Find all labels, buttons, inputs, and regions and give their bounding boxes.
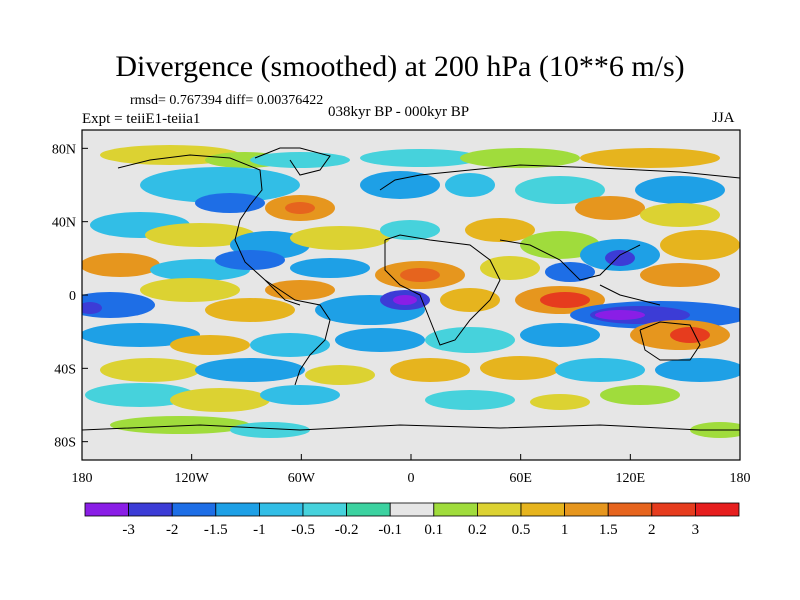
lat-tick-label: 80N xyxy=(52,142,76,157)
season-label: JJA xyxy=(712,110,735,126)
colorbar-label: 0.2 xyxy=(468,522,487,538)
lon-tick-label: 60E xyxy=(509,471,532,486)
colorbar-label: -1 xyxy=(253,522,266,538)
plot-title: Divergence (smoothed) at 200 hPa (10**6 … xyxy=(115,50,685,83)
lon-tick-label: 0 xyxy=(408,471,415,486)
colorbar-swatch xyxy=(215,502,260,517)
colorbar-label: -2 xyxy=(166,522,179,538)
colorbar-label: -0.5 xyxy=(291,522,315,538)
longitude-ticks: 180 120W 60W 0 60E 120E 180 xyxy=(72,454,751,486)
colorbar-swatch xyxy=(520,502,565,517)
lat-tick-label: 80S xyxy=(54,436,76,451)
colorbar: -3 -2 -1.5 -1 -0.5 -0.2 -0.1 0.1 0.2 0.5 1 1.5 2 3 xyxy=(84,502,740,538)
colorbar-swatch xyxy=(302,502,347,517)
lon-tick-label: 120E xyxy=(616,471,646,486)
colorbar-label: 1.5 xyxy=(599,522,618,538)
colorbar-swatch xyxy=(607,502,653,517)
colorbar-swatch xyxy=(171,502,217,517)
colorbar-label: -0.1 xyxy=(378,522,402,538)
colorbar-swatch xyxy=(346,502,391,517)
colorbar-swatch xyxy=(258,502,304,517)
colorbar-label: 0.1 xyxy=(424,522,443,538)
colorbar-label: -0.2 xyxy=(335,522,359,538)
colorbar-swatch xyxy=(564,502,609,517)
lat-tick-label: 40N xyxy=(52,216,76,231)
lon-tick-label: 120W xyxy=(175,471,210,486)
stats-text: rmsd= 0.767394 diff= 0.00376422 xyxy=(130,93,324,108)
colorbar-swatch xyxy=(651,502,696,517)
experiment-label: Expt = teiiE1-teiia1 xyxy=(82,111,201,127)
colorbar-label: 1 xyxy=(561,522,569,538)
colorbar-swatch xyxy=(433,502,478,517)
coastlines xyxy=(82,147,740,431)
latitude-ticks: 80N 40N 0 40S 80S xyxy=(52,142,88,451)
colorbar-swatch xyxy=(476,502,522,517)
colorbar-label: -3 xyxy=(122,522,135,538)
map-field xyxy=(82,130,740,460)
colorbar-label: 0.5 xyxy=(512,522,531,538)
lon-tick-label: 60W xyxy=(288,471,316,486)
lon-tick-label: 180 xyxy=(730,471,751,486)
colorbar-swatch xyxy=(695,502,740,517)
colorbar-label: -1.5 xyxy=(204,522,228,538)
lat-tick-label: 0 xyxy=(69,289,76,304)
colorbar-swatch xyxy=(389,502,435,517)
colorbar-swatch xyxy=(128,502,173,517)
colorbar-label: 2 xyxy=(648,522,656,538)
colorbar-label: 3 xyxy=(692,522,700,538)
period-label: 038kyr BP - 000kyr BP xyxy=(328,104,470,120)
lat-tick-label: 40S xyxy=(54,362,76,377)
colorbar-swatch xyxy=(84,502,129,517)
lon-tick-label: 180 xyxy=(72,471,93,486)
